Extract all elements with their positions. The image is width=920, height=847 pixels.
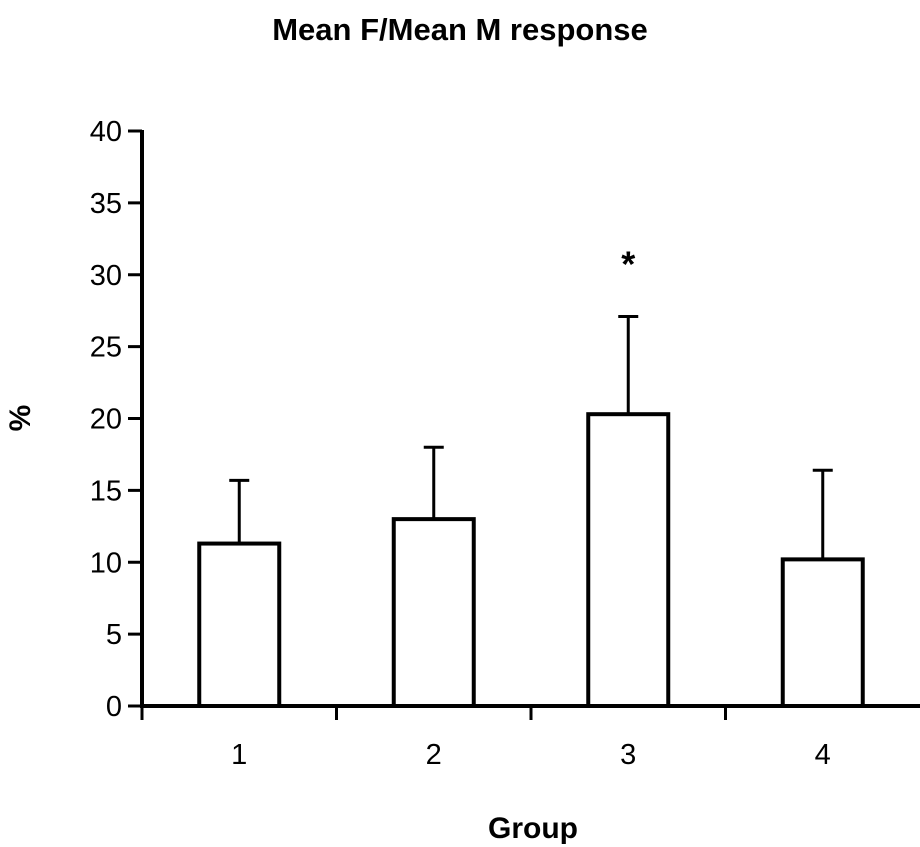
chart-title: Mean F/Mean M response bbox=[272, 12, 648, 47]
y-tick-label-0: 0 bbox=[106, 691, 122, 723]
plot-area: 0 5 10 15 20 25 30 35 40 1 2 3 * 4 bbox=[90, 116, 920, 771]
x-tick-label-3: 3 bbox=[620, 739, 636, 771]
y-tick-label-2: 10 bbox=[90, 547, 122, 579]
y-tick-label-3: 15 bbox=[90, 475, 122, 507]
x-tick-label-1: 1 bbox=[231, 739, 247, 771]
x-axis-label: Group bbox=[488, 812, 578, 845]
y-tick-label-7: 35 bbox=[90, 188, 122, 220]
y-tick-label-5: 25 bbox=[90, 332, 122, 364]
significance-annotation-3: * bbox=[621, 243, 635, 284]
bar-4 bbox=[780, 557, 865, 708]
x-tick-label-4: 4 bbox=[815, 739, 831, 771]
y-tick-label-4: 20 bbox=[90, 404, 122, 436]
bar-3 bbox=[586, 412, 671, 708]
bar-1 bbox=[197, 541, 282, 708]
y-axis-label: % bbox=[4, 405, 37, 432]
y-tick-label-1: 5 bbox=[106, 619, 122, 651]
bar-2 bbox=[391, 517, 476, 708]
y-tick-label-6: 30 bbox=[90, 260, 122, 292]
x-tick-label-2: 2 bbox=[426, 739, 442, 771]
y-tick-label-8: 40 bbox=[90, 116, 122, 148]
